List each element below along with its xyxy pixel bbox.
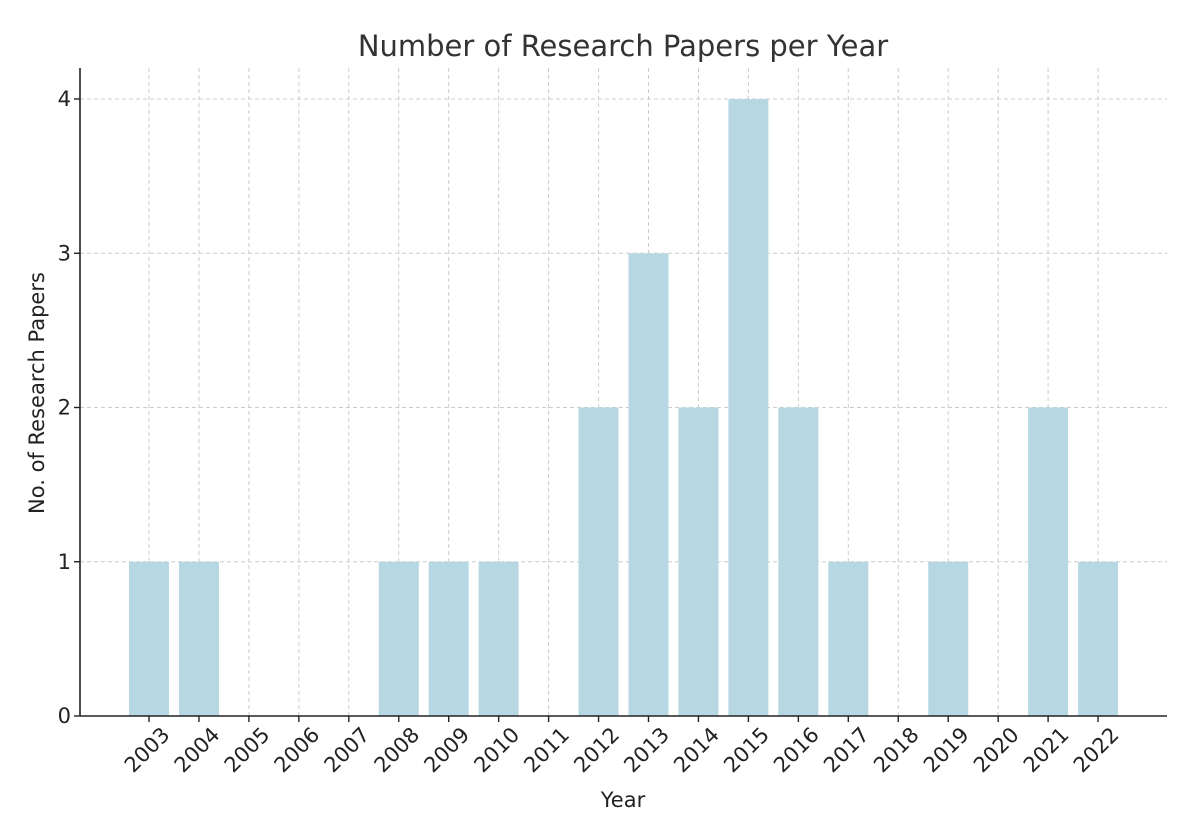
y-tick-label: 1 [58, 550, 71, 574]
bar-2008 [378, 561, 419, 716]
x-tick-label: 2013 [619, 723, 674, 778]
x-tick-label: 2021 [1019, 723, 1074, 778]
x-ticks: 2003200420052006200720082009201020112012… [120, 716, 1124, 777]
x-axis-label: Year [600, 788, 646, 812]
chart-title: Number of Research Papers per Year [358, 29, 888, 63]
bar-2021 [1028, 407, 1069, 716]
x-tick-label: 2011 [519, 723, 574, 778]
bars-layer [129, 99, 1119, 716]
y-tick-label: 2 [58, 396, 71, 420]
axes-layer [79, 68, 1167, 717]
x-tick-label: 2010 [469, 723, 524, 778]
x-tick-label: 2020 [969, 723, 1024, 778]
y-axis-label: No. of Research Papers [25, 272, 49, 514]
x-tick-label: 2022 [1069, 723, 1124, 778]
y-tick-label: 0 [58, 704, 71, 728]
bar-2015 [728, 99, 769, 716]
x-tick-label: 2007 [320, 723, 375, 778]
y-ticks: 0 1 2 3 4 [58, 87, 80, 728]
bar-2022 [1078, 561, 1119, 716]
bar-2009 [428, 561, 469, 716]
x-tick-label: 2008 [370, 723, 425, 778]
bar-2003 [129, 561, 169, 716]
bar-2013 [628, 253, 669, 716]
bar-2004 [178, 561, 219, 716]
x-tick-label: 2017 [819, 723, 874, 778]
x-tick-label: 2014 [669, 723, 724, 778]
bar-2014 [678, 407, 719, 716]
x-tick-label: 2003 [120, 723, 175, 778]
y-tick-label: 3 [58, 241, 71, 265]
x-tick-label: 2019 [919, 723, 974, 778]
bar-2017 [828, 561, 869, 716]
bar-2012 [578, 407, 619, 716]
x-tick-label: 2004 [170, 723, 225, 778]
x-tick-label: 2005 [220, 723, 275, 778]
y-tick-label: 4 [58, 87, 71, 111]
x-tick-label: 2006 [270, 723, 325, 778]
grid-layer [80, 68, 1167, 716]
bar-2016 [778, 407, 819, 716]
x-tick-label: 2018 [869, 723, 924, 778]
x-tick-label: 2012 [569, 723, 624, 778]
bar-2019 [928, 561, 969, 716]
x-tick-label: 2009 [419, 723, 474, 778]
x-tick-label: 2015 [719, 723, 774, 778]
bar-2010 [478, 561, 519, 716]
x-tick-label: 2016 [769, 723, 824, 778]
